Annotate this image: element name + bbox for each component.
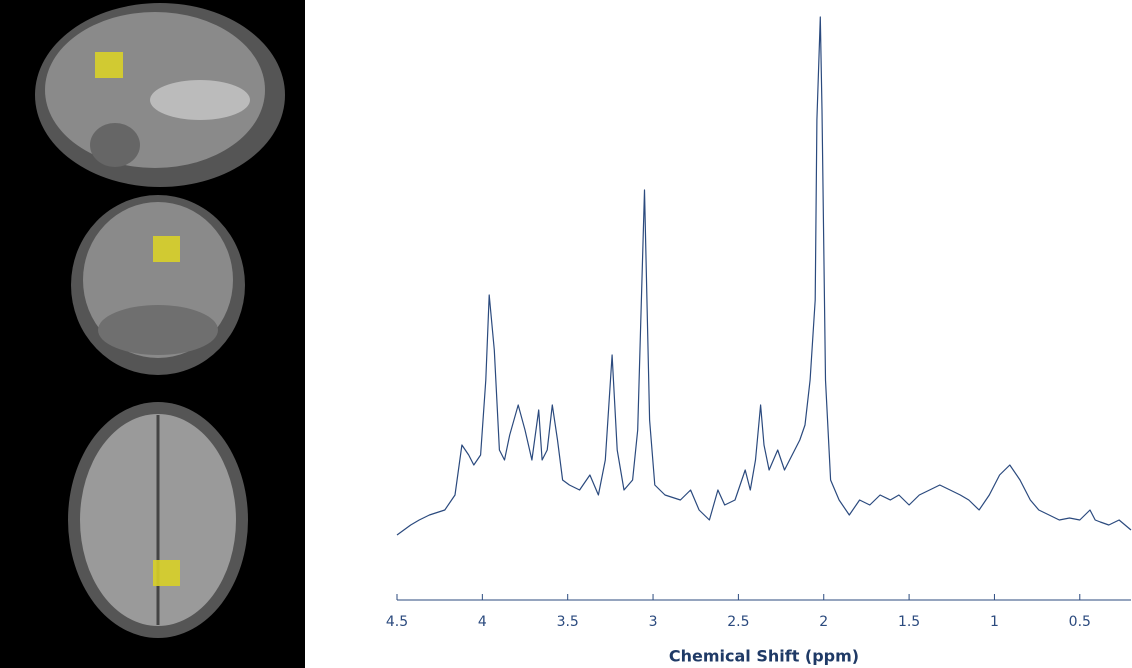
x-tick-label: 2.5 [727, 614, 749, 630]
spectrum-line [396, 16, 1132, 536]
x-axis-label: Chemical Shift (ppm) [669, 647, 859, 666]
x-tick-label: 1.5 [898, 614, 920, 630]
x-tick-label: 3.5 [557, 614, 579, 630]
coronal-slice [71, 195, 245, 375]
x-tick-label: 4.5 [386, 614, 408, 630]
x-tick-label: 4 [478, 614, 487, 630]
x-tick-label: 3 [649, 614, 658, 630]
sagittal-slice [35, 3, 285, 187]
x-tick-label: 2 [819, 614, 828, 630]
axial-slice [68, 402, 248, 638]
x-tick-label: 1 [990, 614, 999, 630]
x-tick-label: 0.5 [1069, 614, 1091, 630]
